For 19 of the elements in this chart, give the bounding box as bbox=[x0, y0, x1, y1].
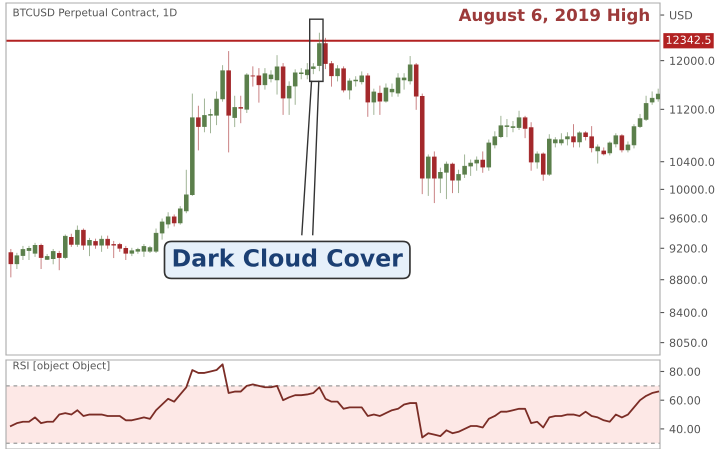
y-tick-label: 8800.0 bbox=[670, 276, 708, 284]
line-series bbox=[10, 363, 660, 438]
y-tick-label: 40.00 bbox=[670, 424, 700, 434]
chart-title: RSI [object Object] bbox=[14, 361, 110, 372]
y-tick-label: 12000.0 bbox=[670, 56, 714, 65]
annotation: Dark Cloud Cover bbox=[174, 248, 403, 267]
annotation: August 6, 2019 High bbox=[458, 8, 649, 25]
y-tick-label: 10400.0 bbox=[670, 158, 714, 166]
chart-title: BTCUSD Perpetual Contract, 1D bbox=[14, 8, 177, 18]
y-tick-label: USD bbox=[670, 11, 692, 20]
ref-line-label: 12342.5 bbox=[666, 36, 711, 44]
y-tick-label: 8050.0 bbox=[670, 338, 708, 347]
y-tick-label: 8400.0 bbox=[670, 308, 708, 317]
y-tick-label: 60.00 bbox=[670, 396, 700, 405]
y-tick-label: 9200.0 bbox=[670, 244, 708, 253]
y-tick-label: 10000.0 bbox=[670, 185, 714, 194]
y-tick-label: 9600.0 bbox=[670, 214, 708, 223]
y-tick-label: 11200.0 bbox=[670, 105, 714, 114]
y-tick-label: 80.00 bbox=[670, 367, 700, 376]
